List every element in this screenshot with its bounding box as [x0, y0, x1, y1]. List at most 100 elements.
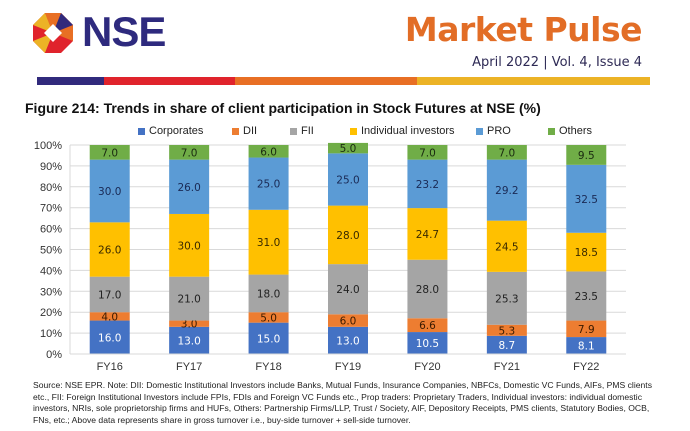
data-label: 6.0 [260, 146, 277, 158]
data-label: 24.5 [495, 241, 518, 253]
data-label: 15.0 [257, 333, 280, 345]
bar-segment-pro [407, 159, 448, 209]
legend-item-pro: PRO [476, 124, 511, 138]
data-label: 25.0 [336, 174, 359, 186]
data-label: 13.0 [336, 335, 359, 347]
bar-segment-fii [328, 264, 368, 315]
data-label: 7.0 [499, 147, 516, 159]
bar-segment-dii [169, 320, 210, 327]
data-label: 23.5 [575, 291, 598, 303]
x-tick-label: FY22 [573, 361, 599, 373]
data-label: 16.0 [98, 332, 121, 344]
bar-segment-pro [486, 159, 527, 221]
bar-segment-fii [169, 276, 210, 321]
bar-segment-others [248, 145, 289, 158]
data-label: 30.0 [177, 240, 200, 252]
bar-segment-individual-investors [566, 232, 607, 272]
data-label: 32.5 [575, 194, 598, 206]
data-label: 17.0 [98, 289, 121, 301]
bar-segment-fii [89, 276, 130, 313]
data-label: 23.2 [416, 179, 439, 191]
bar-segment-dii [407, 318, 448, 333]
data-label: 29.2 [495, 185, 518, 197]
y-tick-label: 80% [40, 182, 62, 194]
legend-label: Corporates [149, 125, 204, 137]
data-label: 3.0 [181, 319, 198, 331]
bar-segment-fii [566, 271, 607, 321]
bar-segment-pro [169, 159, 210, 214]
y-tick-label: 90% [40, 161, 62, 173]
data-label: 8.7 [499, 340, 516, 352]
data-label: 21.0 [177, 294, 200, 306]
bar-segment-dii [89, 312, 130, 321]
bar-segment-corporates [486, 335, 527, 354]
bar-segment-corporates [407, 332, 448, 354]
legend-item-dii: DII [232, 124, 257, 138]
data-label: 4.0 [101, 311, 118, 323]
bar-segment-dii [486, 324, 527, 336]
data-label: 30.0 [98, 186, 121, 198]
bar-segment-pro [89, 159, 130, 223]
legend-item-corporates: Corporates [138, 124, 203, 138]
bar-segment-others [169, 145, 210, 160]
y-tick-label: 50% [40, 245, 62, 257]
bar-segment-individual-investors [248, 209, 289, 275]
bar-segment-individual-investors [89, 222, 130, 277]
bar-segment-corporates [328, 326, 368, 354]
data-label: 7.9 [578, 324, 595, 336]
stripe-segment-orange [235, 77, 417, 85]
bar-segment-individual-investors [486, 220, 527, 272]
data-label: 26.0 [177, 182, 200, 194]
bar-segment-others [89, 145, 130, 160]
legend-swatch [476, 127, 483, 135]
data-label: 5.0 [260, 312, 277, 324]
bar-segment-others [328, 142, 368, 154]
x-tick-label: FY18 [255, 361, 281, 373]
data-label: 18.5 [575, 247, 598, 259]
legend-swatch [548, 127, 555, 135]
legend-item-individual-investors: Individual investors [350, 124, 455, 138]
bar-segment-pro [566, 164, 607, 233]
legend-label: PRO [487, 125, 511, 137]
data-label: 24.0 [336, 284, 359, 296]
figure-title: Figure 214: Trends in share of client pa… [25, 100, 541, 116]
data-label: 25.0 [257, 179, 280, 191]
data-label: 6.6 [419, 320, 436, 332]
bar-segment-dii [566, 320, 607, 338]
data-label: 9.5 [578, 150, 595, 162]
x-tick-label: FY17 [176, 361, 202, 373]
y-tick-label: 40% [40, 265, 62, 277]
stripe-segment-red [104, 77, 235, 85]
y-tick-label: 30% [40, 286, 62, 298]
bar-segment-fii [248, 274, 289, 313]
bar-segment-corporates [566, 337, 607, 354]
bar-segment-others [486, 145, 527, 160]
bar-segment-pro [328, 153, 368, 206]
bar-segment-others [407, 145, 448, 160]
data-label: 10.5 [416, 338, 439, 350]
data-label: 13.0 [177, 335, 200, 347]
data-label: 5.3 [499, 325, 516, 337]
legend-label: FII [301, 125, 314, 137]
legend-swatch [138, 127, 145, 135]
legend-label: DII [243, 125, 258, 137]
bar-segment-dii [248, 312, 289, 323]
bar-segment-individual-investors [328, 205, 368, 265]
x-tick-label: FY21 [494, 361, 520, 373]
brand-name: NSE [82, 8, 166, 55]
data-label: 7.0 [181, 147, 198, 159]
bar-segment-corporates [248, 322, 289, 354]
bar-segment-fii [407, 259, 448, 319]
bar-segment-others [566, 145, 607, 165]
y-tick-label: 70% [40, 203, 62, 215]
stripe-segment-yellow [417, 77, 650, 85]
data-label: 26.0 [98, 245, 121, 257]
x-tick-label: FY19 [335, 361, 361, 373]
bar-segment-individual-investors [169, 213, 210, 277]
data-label: 7.0 [419, 147, 436, 159]
y-tick-label: 20% [40, 307, 62, 319]
legend-label: Others [559, 125, 593, 137]
data-label: 24.7 [416, 229, 439, 241]
legend-swatch [290, 127, 297, 135]
